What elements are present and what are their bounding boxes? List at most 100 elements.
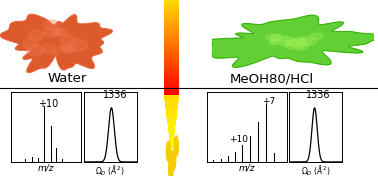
Bar	[164, 89, 179, 90]
Bar	[164, 94, 179, 95]
Bar	[164, 62, 179, 64]
Text: MeOH80/HCl: MeOH80/HCl	[230, 72, 314, 85]
Bar	[170, 144, 173, 146]
Bar	[167, 124, 176, 126]
Circle shape	[169, 159, 173, 176]
Bar	[164, 52, 179, 53]
Polygon shape	[68, 39, 87, 51]
Polygon shape	[195, 15, 378, 67]
Bar	[164, 24, 179, 25]
Bar	[164, 47, 179, 48]
Polygon shape	[296, 39, 312, 46]
Bar	[167, 119, 176, 121]
Polygon shape	[61, 45, 69, 49]
Polygon shape	[0, 14, 112, 73]
Polygon shape	[28, 30, 44, 40]
Bar	[170, 146, 173, 148]
Polygon shape	[52, 29, 64, 36]
Bar	[164, 70, 179, 71]
Bar	[164, 88, 179, 89]
Polygon shape	[43, 27, 60, 37]
Bar	[164, 28, 179, 29]
Text: +7: +7	[262, 97, 276, 106]
Bar	[164, 18, 179, 19]
Bar	[164, 78, 179, 79]
Polygon shape	[280, 41, 292, 46]
Bar	[164, 46, 179, 47]
Polygon shape	[284, 40, 304, 49]
Bar	[164, 45, 179, 46]
Polygon shape	[269, 42, 277, 45]
Bar	[166, 113, 177, 115]
Polygon shape	[310, 33, 324, 39]
Bar	[164, 90, 179, 91]
Text: Water: Water	[48, 72, 87, 85]
Bar	[164, 81, 179, 82]
Bar	[164, 0, 179, 1]
Bar	[164, 13, 179, 14]
Bar	[164, 72, 179, 73]
Bar	[166, 110, 177, 111]
Bar	[168, 128, 175, 130]
Polygon shape	[288, 39, 308, 48]
Bar	[164, 26, 179, 28]
Polygon shape	[27, 45, 44, 56]
Bar	[164, 67, 179, 69]
Bar	[164, 37, 179, 39]
Bar	[164, 64, 179, 65]
Bar	[164, 55, 179, 56]
Bar	[167, 122, 176, 124]
Bar	[164, 58, 179, 59]
Polygon shape	[51, 50, 59, 55]
Bar	[164, 91, 179, 93]
Bar	[164, 31, 179, 33]
Bar	[164, 61, 179, 62]
Bar	[164, 83, 179, 84]
Text: 1336: 1336	[104, 90, 128, 100]
Bar	[164, 5, 179, 6]
Bar	[164, 30, 179, 31]
Bar	[164, 65, 179, 66]
Bar	[164, 19, 179, 20]
Bar	[164, 36, 179, 37]
Polygon shape	[56, 28, 68, 36]
Bar	[164, 51, 179, 52]
Polygon shape	[299, 36, 318, 45]
Bar	[164, 49, 179, 51]
Bar	[164, 11, 179, 12]
Bar	[169, 131, 175, 133]
Circle shape	[166, 141, 171, 162]
Bar	[165, 102, 178, 104]
Bar	[169, 137, 174, 139]
Bar	[168, 126, 175, 128]
Bar	[164, 16, 179, 17]
Bar	[164, 35, 179, 36]
Text: 1336: 1336	[306, 90, 330, 100]
Bar	[164, 22, 179, 23]
Bar	[164, 73, 179, 75]
Polygon shape	[65, 47, 75, 53]
Bar	[164, 66, 179, 67]
Bar	[164, 41, 179, 42]
Bar	[164, 4, 179, 5]
Polygon shape	[287, 41, 297, 46]
Polygon shape	[43, 20, 59, 30]
Bar	[164, 53, 179, 54]
Bar	[164, 17, 179, 18]
Bar	[164, 79, 179, 81]
Bar	[164, 14, 179, 16]
Bar	[164, 95, 179, 97]
Bar	[166, 106, 178, 108]
Bar	[166, 111, 177, 113]
Bar	[164, 10, 179, 11]
X-axis label: m/z: m/z	[239, 163, 255, 172]
Polygon shape	[42, 44, 57, 53]
Bar	[167, 121, 176, 122]
Polygon shape	[285, 37, 296, 42]
Bar	[164, 23, 179, 24]
Bar	[164, 93, 179, 94]
Bar	[167, 117, 177, 119]
Bar	[164, 82, 179, 83]
Bar	[164, 99, 179, 100]
Bar	[165, 100, 178, 102]
